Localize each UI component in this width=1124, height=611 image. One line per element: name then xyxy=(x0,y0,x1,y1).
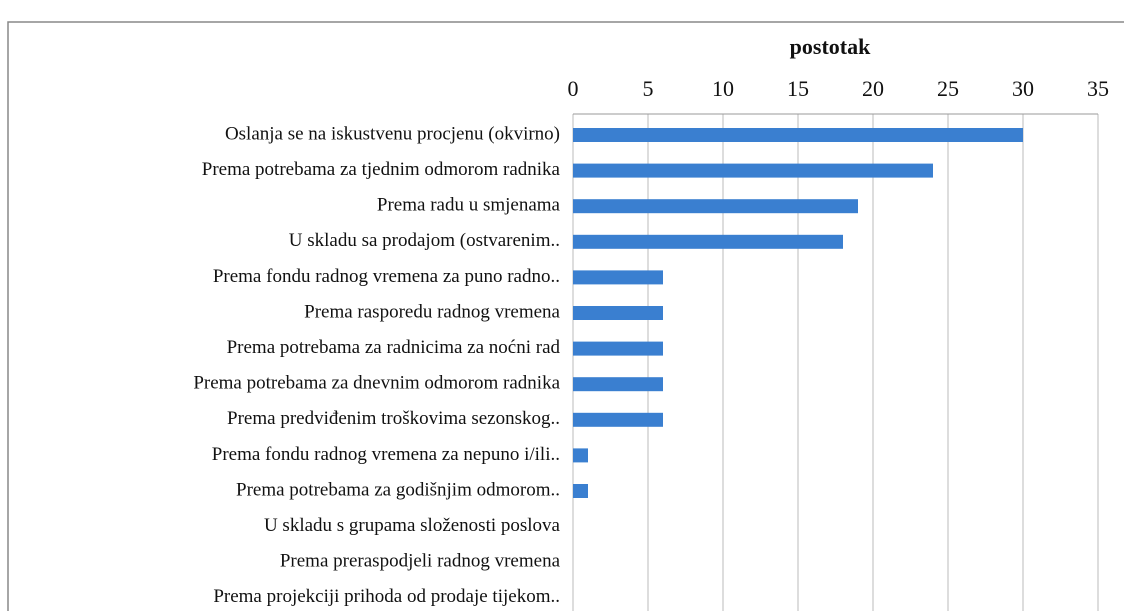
y-tick-label: Prema preraspodjeli radnog vremena xyxy=(280,551,561,572)
x-tick-label: 0 xyxy=(568,76,579,101)
x-tick-label: 35 xyxy=(1087,76,1109,101)
x-tick-label: 15 xyxy=(787,76,809,101)
bar xyxy=(573,270,663,285)
bar xyxy=(573,199,858,214)
bar xyxy=(573,377,663,392)
y-tick-label: Oslanja se na iskustvenu procjenu (okvir… xyxy=(225,123,560,144)
y-tick-label: Prema potrebama za radnicima za noćni ra… xyxy=(227,337,561,358)
y-tick-label: Prema radu u smjenama xyxy=(377,195,561,216)
y-tick-label: Prema projekciji prihoda od prodaje tije… xyxy=(213,586,560,607)
x-tick-label: 10 xyxy=(712,76,734,101)
y-tick-label: Prema potrebama za dnevnim odmorom radni… xyxy=(193,373,560,394)
y-tick-label: Prema rasporedu radnog vremena xyxy=(304,301,560,322)
x-tick-label: 5 xyxy=(643,76,654,101)
bar xyxy=(573,306,663,320)
bar xyxy=(573,234,843,249)
y-tick-label: Prema potrebama za tjednim odmorom radni… xyxy=(202,159,561,180)
y-tick-label: Prema predviđenim troškovima sezonskog.. xyxy=(227,408,560,429)
y-tick-label: U skladu s grupama složenosti poslova xyxy=(264,515,561,536)
chart-frame xyxy=(7,21,1124,611)
bar xyxy=(573,448,588,463)
bar xyxy=(573,341,663,356)
axis-title: postotak xyxy=(790,34,871,59)
y-tick-label: Prema fondu radnog vremena za nepuno i/i… xyxy=(212,444,560,465)
bar xyxy=(573,412,663,427)
bar xyxy=(573,128,1023,142)
bar xyxy=(573,163,933,178)
y-tick-label: U skladu sa prodajom (ostvarenim.. xyxy=(289,230,560,251)
y-tick-label: Prema fondu radnog vremena za puno radno… xyxy=(213,266,560,287)
x-tick-label: 25 xyxy=(937,76,959,101)
bar xyxy=(573,484,588,498)
x-tick-label: 30 xyxy=(1012,76,1034,101)
x-tick-label: 20 xyxy=(862,76,884,101)
y-tick-label: Prema potrebama za godišnjim odmorom.. xyxy=(236,479,560,500)
